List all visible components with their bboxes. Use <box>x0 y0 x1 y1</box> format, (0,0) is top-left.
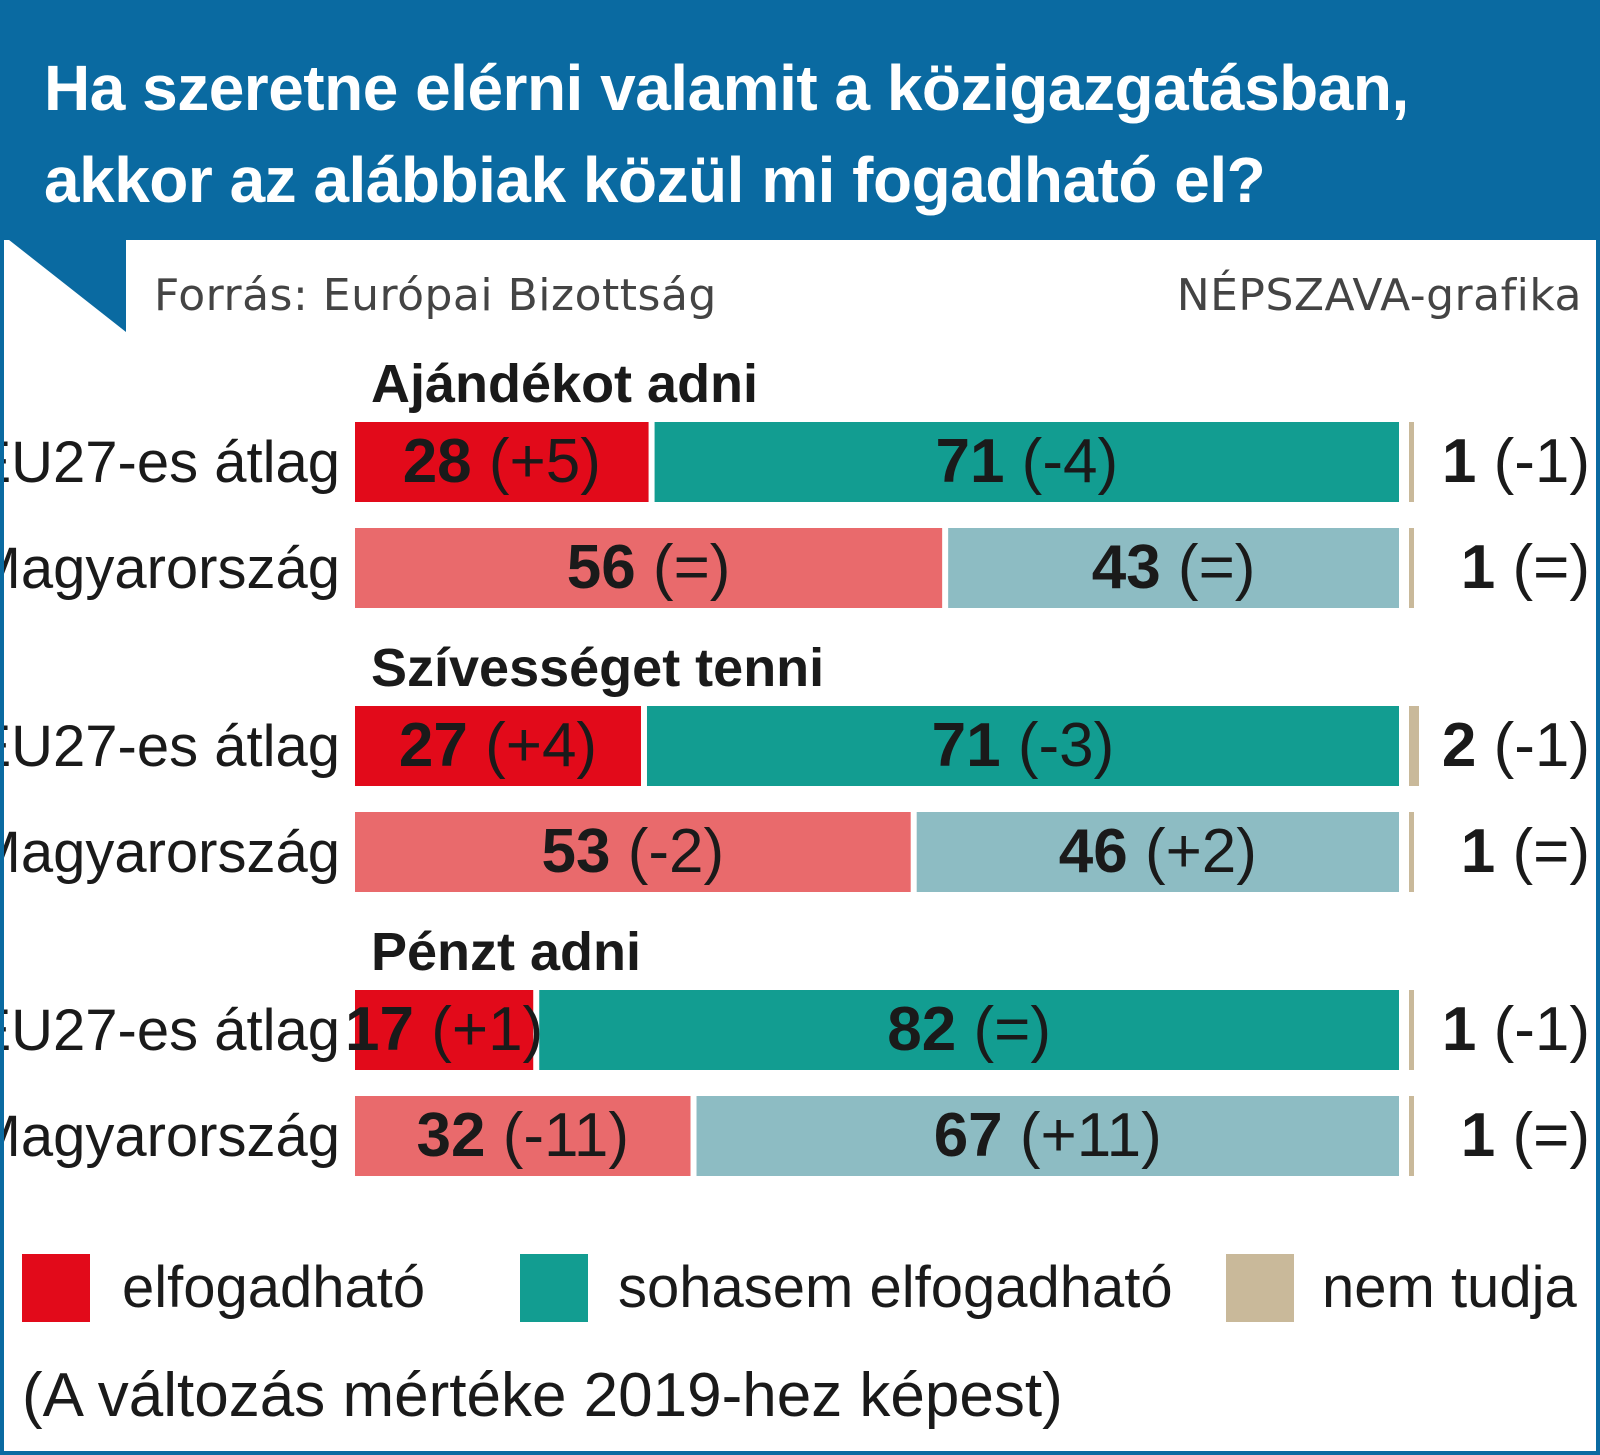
bar-dont-know <box>1409 812 1414 892</box>
value-label-dont-know: 1 (-1) <box>1442 995 1590 1064</box>
group-title: Ajándékot adni <box>371 354 758 414</box>
value-label-never: 71 (-3) <box>932 711 1115 780</box>
row-label: Magyarország <box>4 536 340 601</box>
value-label-acceptable: 17 (+1) <box>345 995 543 1064</box>
value-label-never: 82 (=) <box>887 995 1051 1064</box>
bar-dont-know <box>1409 528 1414 608</box>
bar-never <box>539 990 1399 1070</box>
value-label-acceptable: 27 (+4) <box>399 711 597 780</box>
row-label: EU27-es átlag <box>4 430 340 495</box>
bar-never <box>696 1096 1399 1176</box>
bar-never <box>948 528 1399 608</box>
bar-dont-know <box>1409 706 1419 786</box>
bar-dont-know <box>1409 422 1414 502</box>
row-label: Magyarország <box>4 820 340 885</box>
group-title: Szívességet tenni <box>371 638 824 698</box>
legend: elfogadható sohasem elfogadható nem tudj… <box>4 1254 1596 1334</box>
row-label: EU27-es átlag <box>4 714 340 779</box>
value-label-dont-know: 2 (-1) <box>1442 711 1590 780</box>
value-label-dont-know: 1 (=) <box>1461 533 1590 602</box>
group-title: Pénzt adni <box>371 922 641 982</box>
bar-acceptable <box>355 812 911 892</box>
value-label-never: 43 (=) <box>1092 533 1256 602</box>
legend-label-dont-know: nem tudja <box>1322 1255 1577 1320</box>
legend-swatch-dont-know <box>1226 1254 1294 1322</box>
legend-swatch-acceptable <box>22 1254 90 1322</box>
bar-acceptable <box>355 990 534 1070</box>
bar-acceptable <box>355 422 649 502</box>
bar-dont-know <box>1409 1096 1414 1176</box>
bar-never <box>654 422 1399 502</box>
value-label-acceptable: 53 (-2) <box>542 817 725 886</box>
change-note: (A változás mértéke 2019-hez képest) <box>22 1361 1063 1430</box>
legend-label-acceptable: elfogadható <box>122 1255 426 1320</box>
legend-label-never: sohasem elfogadható <box>618 1255 1173 1320</box>
title-banner: Ha szeretne elérni valamit a közigazgatá… <box>4 4 1596 240</box>
bar-dont-know <box>1409 990 1414 1070</box>
row-label: EU27-es átlag <box>4 998 340 1063</box>
value-label-acceptable: 32 (-11) <box>416 1101 629 1170</box>
row-label: Magyarország <box>4 1104 340 1169</box>
value-label-acceptable: 56 (=) <box>567 533 731 602</box>
banner-notch <box>4 236 126 332</box>
credit-label: NÉPSZAVA-grafika <box>1176 270 1582 321</box>
value-label-never: 71 (-4) <box>935 427 1118 496</box>
value-label-acceptable: 28 (+5) <box>403 427 601 496</box>
chart-title: Ha szeretne elérni valamit a közigazgatá… <box>44 52 1409 216</box>
value-label-dont-know: 1 (=) <box>1461 817 1590 886</box>
bar-acceptable <box>355 528 943 608</box>
bar-never <box>916 812 1399 892</box>
bar-acceptable <box>355 1096 691 1176</box>
bar-acceptable <box>355 706 641 786</box>
source-label: Forrás: Európai Bizottság <box>154 270 717 321</box>
value-label-dont-know: 1 (=) <box>1461 1101 1590 1170</box>
value-label-never: 67 (+11) <box>934 1101 1162 1170</box>
legend-swatch-never <box>520 1254 588 1322</box>
stacked-bar-chart: Ajándékot adni EU27-es átlag 28 (+5) 71 (-4… <box>4 354 1590 1176</box>
value-label-dont-know: 1 (-1) <box>1442 427 1590 496</box>
bar-never <box>646 706 1399 786</box>
value-label-never: 46 (+2) <box>1059 817 1257 886</box>
